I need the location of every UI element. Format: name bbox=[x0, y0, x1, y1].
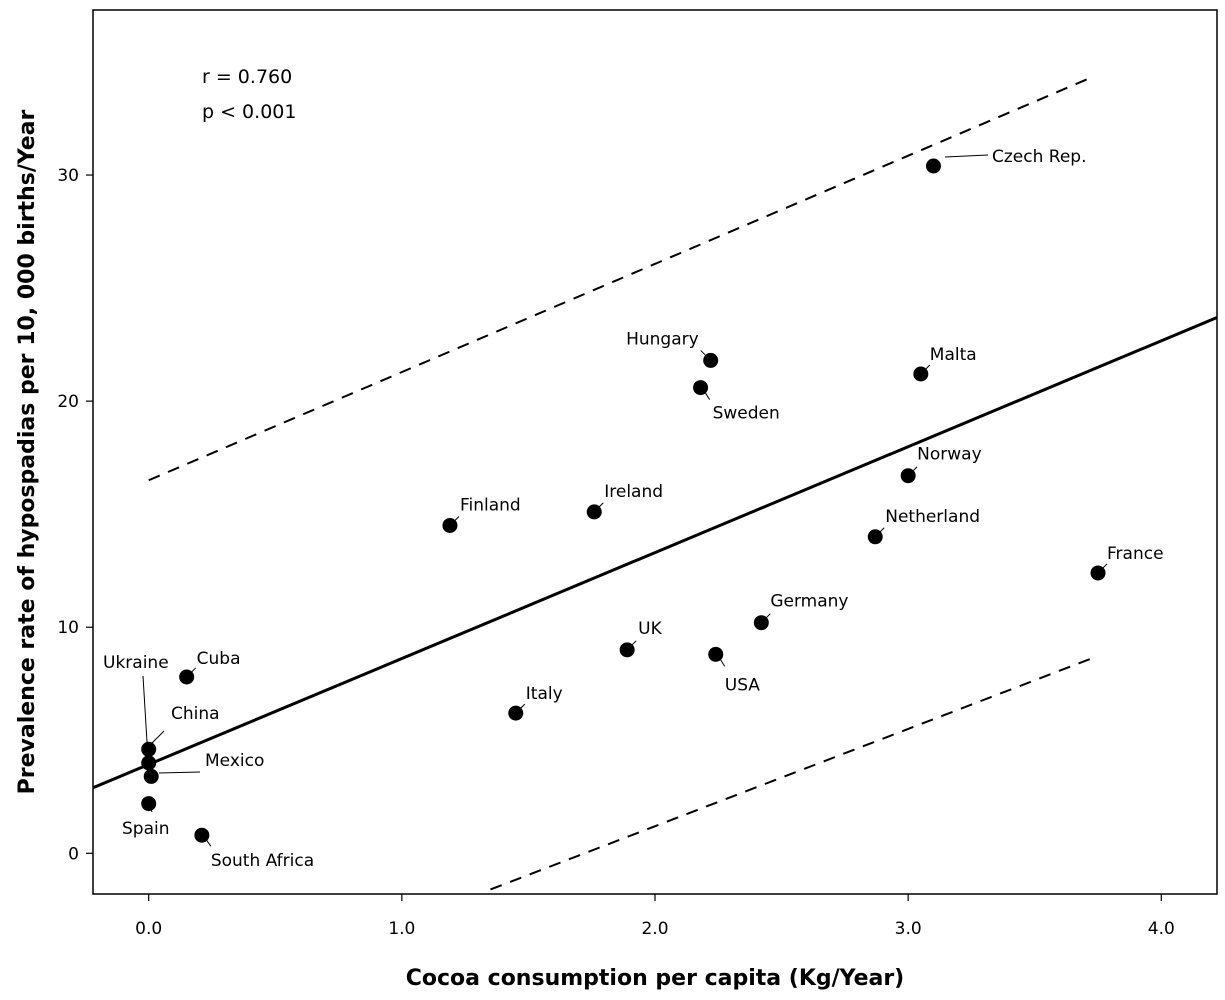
point-label: China bbox=[171, 704, 220, 724]
correlation-r: r = 0.760 bbox=[202, 66, 292, 88]
y-tick-label: 0 bbox=[68, 844, 79, 864]
x-axis-title: Cocoa consumption per capita (Kg/Year) bbox=[406, 966, 905, 991]
point-label: Norway bbox=[917, 445, 982, 465]
data-point bbox=[867, 529, 883, 545]
x-tick-label: 4.0 bbox=[1148, 919, 1175, 939]
point-label: Ireland bbox=[604, 482, 663, 502]
data-point bbox=[753, 615, 769, 631]
data-point bbox=[913, 366, 929, 382]
point-label: Italy bbox=[526, 684, 563, 704]
data-points: Czech Rep. Hungary Sweden Malta Norway Finlan… bbox=[103, 147, 1164, 871]
label-leader-line bbox=[151, 730, 165, 744]
lower-prediction-band bbox=[490, 657, 1091, 891]
y-tick-label: 30 bbox=[57, 166, 79, 186]
data-point bbox=[693, 380, 709, 396]
point-label: Cuba bbox=[197, 649, 241, 669]
label-leader-line bbox=[944, 154, 989, 158]
point-label: UK bbox=[638, 619, 662, 639]
point-label: Czech Rep. bbox=[992, 147, 1086, 167]
data-point bbox=[194, 827, 210, 843]
point-label: South Africa bbox=[211, 851, 314, 871]
point-label: Sweden bbox=[713, 404, 780, 424]
data-point bbox=[586, 504, 602, 520]
data-point bbox=[179, 669, 195, 685]
regression-line bbox=[92, 316, 1218, 790]
y-tick-label: 20 bbox=[57, 392, 79, 412]
point-label: Finland bbox=[460, 495, 521, 515]
upper-prediction-band bbox=[148, 76, 1091, 482]
data-point bbox=[442, 517, 458, 533]
data-point bbox=[925, 158, 941, 174]
label-leader-line bbox=[158, 771, 201, 774]
x-tick-label: 0.0 bbox=[135, 919, 162, 939]
point-label: Ukraine bbox=[103, 653, 169, 673]
data-point bbox=[143, 768, 159, 784]
x-tick-label: 1.0 bbox=[388, 919, 415, 939]
y-tick-label: 10 bbox=[57, 618, 79, 638]
point-label: Mexico bbox=[205, 751, 264, 771]
data-point bbox=[1090, 565, 1106, 581]
point-label: Hungary bbox=[626, 329, 699, 349]
fit-lines bbox=[92, 76, 1218, 891]
data-point bbox=[141, 796, 157, 812]
x-tick-label: 3.0 bbox=[895, 919, 922, 939]
data-point bbox=[708, 646, 724, 662]
y-axis-title: Prevalence rate of hypospadias per 10, 0… bbox=[15, 109, 40, 794]
plot-frame bbox=[92, 9, 1218, 895]
data-point bbox=[141, 755, 157, 771]
data-point bbox=[141, 741, 157, 757]
p-value: p < 0.001 bbox=[202, 101, 296, 123]
axes: 0.0 1.0 2.0 3.0 4.0 0 10 20 30 bbox=[57, 166, 1174, 939]
point-label: USA bbox=[725, 675, 761, 695]
point-label: Netherland bbox=[885, 507, 980, 527]
point-label: Malta bbox=[930, 345, 977, 365]
x-tick-label: 2.0 bbox=[641, 919, 668, 939]
data-point bbox=[900, 468, 916, 484]
point-label: France bbox=[1107, 544, 1164, 564]
point-label: Spain bbox=[122, 819, 170, 839]
data-point bbox=[508, 705, 524, 721]
data-point bbox=[703, 352, 719, 368]
label-leader-line bbox=[142, 675, 148, 743]
point-label: Germany bbox=[770, 592, 848, 612]
data-point bbox=[619, 642, 635, 658]
